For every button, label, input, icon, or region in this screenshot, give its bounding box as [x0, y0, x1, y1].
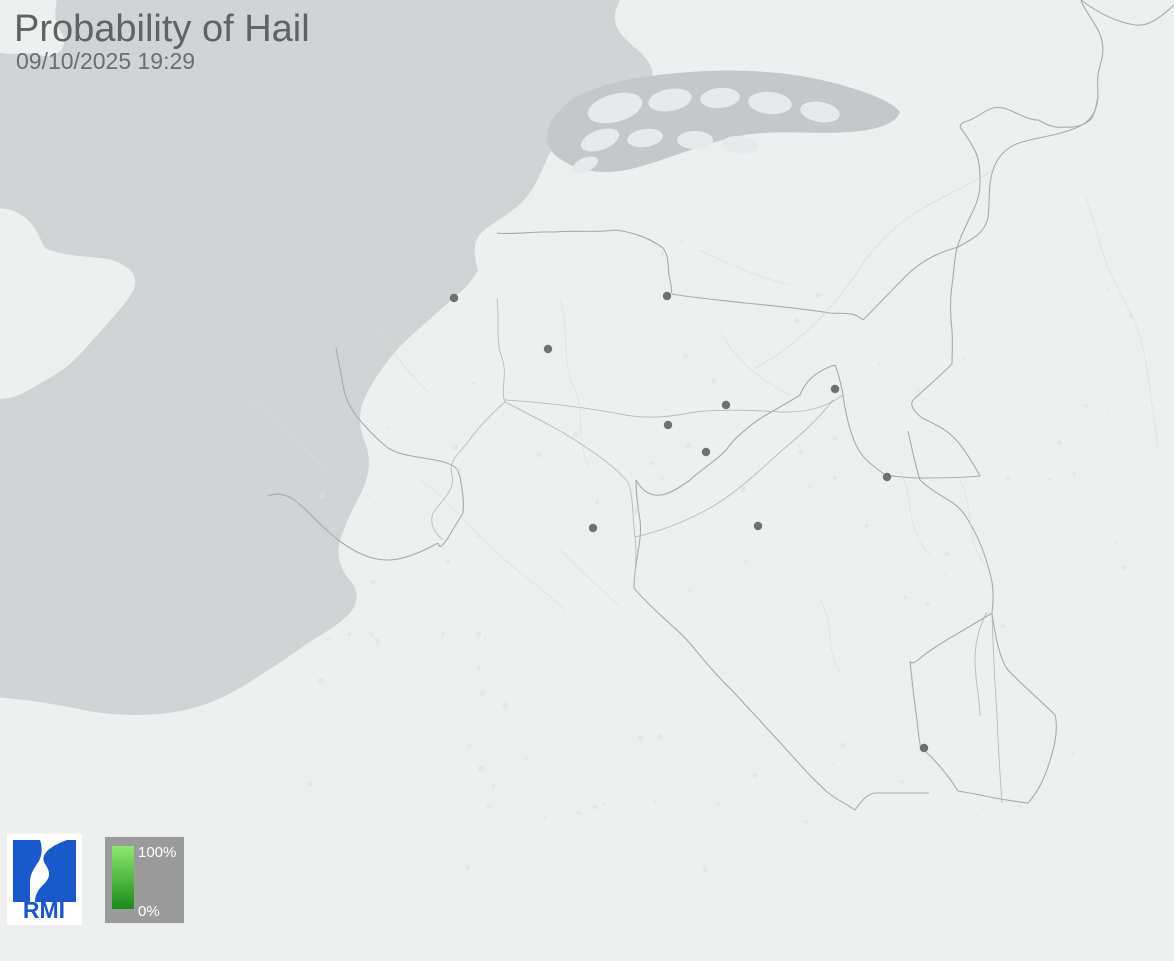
svg-text:RMI: RMI	[23, 897, 65, 923]
svg-text:0%: 0%	[138, 903, 160, 920]
svg-text:100%: 100%	[138, 844, 176, 861]
